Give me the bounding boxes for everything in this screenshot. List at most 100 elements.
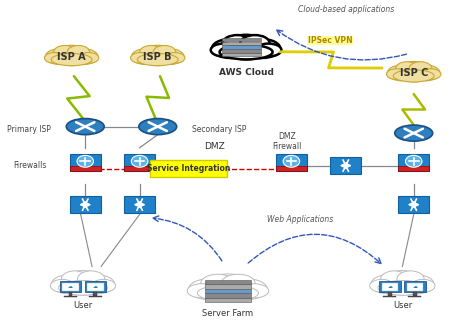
FancyBboxPatch shape bbox=[398, 166, 429, 171]
Ellipse shape bbox=[140, 46, 162, 59]
FancyBboxPatch shape bbox=[383, 296, 396, 297]
Ellipse shape bbox=[239, 284, 269, 298]
FancyBboxPatch shape bbox=[70, 166, 101, 171]
FancyBboxPatch shape bbox=[93, 293, 97, 297]
Ellipse shape bbox=[139, 118, 177, 134]
Ellipse shape bbox=[201, 274, 235, 293]
Ellipse shape bbox=[255, 44, 282, 56]
Ellipse shape bbox=[157, 49, 184, 65]
Text: Server Farm: Server Farm bbox=[202, 309, 254, 318]
Ellipse shape bbox=[393, 70, 434, 82]
FancyBboxPatch shape bbox=[124, 196, 155, 213]
FancyBboxPatch shape bbox=[205, 289, 251, 293]
Ellipse shape bbox=[54, 46, 76, 59]
Ellipse shape bbox=[411, 279, 435, 292]
Ellipse shape bbox=[131, 49, 159, 65]
Ellipse shape bbox=[58, 280, 108, 295]
Ellipse shape bbox=[386, 69, 407, 79]
Ellipse shape bbox=[387, 65, 415, 81]
Ellipse shape bbox=[378, 280, 427, 295]
Text: Primary ISP: Primary ISP bbox=[8, 125, 51, 134]
Circle shape bbox=[405, 155, 422, 167]
Text: DMZ
Firewall: DMZ Firewall bbox=[272, 132, 301, 151]
Ellipse shape bbox=[395, 125, 433, 141]
Ellipse shape bbox=[79, 52, 99, 63]
FancyBboxPatch shape bbox=[330, 157, 361, 174]
Text: Web Applications: Web Applications bbox=[267, 215, 334, 224]
FancyBboxPatch shape bbox=[379, 281, 401, 293]
Ellipse shape bbox=[153, 46, 176, 59]
FancyBboxPatch shape bbox=[69, 293, 73, 297]
FancyBboxPatch shape bbox=[408, 296, 421, 297]
Ellipse shape bbox=[381, 271, 408, 287]
Ellipse shape bbox=[227, 279, 267, 299]
FancyBboxPatch shape bbox=[222, 42, 261, 45]
FancyBboxPatch shape bbox=[382, 283, 398, 291]
FancyBboxPatch shape bbox=[205, 284, 251, 289]
Ellipse shape bbox=[52, 275, 84, 294]
FancyBboxPatch shape bbox=[222, 53, 261, 56]
Text: ISP C: ISP C bbox=[400, 68, 428, 78]
Ellipse shape bbox=[82, 275, 115, 294]
FancyBboxPatch shape bbox=[404, 281, 426, 293]
FancyBboxPatch shape bbox=[205, 280, 251, 284]
Ellipse shape bbox=[202, 274, 254, 301]
FancyBboxPatch shape bbox=[150, 160, 227, 177]
Ellipse shape bbox=[55, 45, 89, 66]
Text: ISP B: ISP B bbox=[144, 52, 172, 62]
Text: Service Integration: Service Integration bbox=[146, 164, 230, 174]
Circle shape bbox=[77, 155, 93, 167]
FancyBboxPatch shape bbox=[222, 49, 261, 52]
Text: DMZ: DMZ bbox=[204, 142, 225, 151]
Ellipse shape bbox=[409, 62, 432, 75]
Ellipse shape bbox=[371, 275, 403, 294]
FancyBboxPatch shape bbox=[205, 298, 251, 302]
Ellipse shape bbox=[396, 61, 431, 82]
Ellipse shape bbox=[45, 52, 64, 63]
Ellipse shape bbox=[91, 279, 116, 292]
FancyBboxPatch shape bbox=[205, 294, 251, 298]
Circle shape bbox=[131, 155, 148, 167]
Ellipse shape bbox=[46, 49, 73, 65]
FancyBboxPatch shape bbox=[276, 166, 307, 171]
Ellipse shape bbox=[71, 49, 98, 65]
FancyBboxPatch shape bbox=[398, 196, 429, 213]
Ellipse shape bbox=[165, 52, 185, 63]
FancyBboxPatch shape bbox=[60, 281, 82, 293]
Text: ☁: ☁ bbox=[387, 284, 392, 289]
Ellipse shape bbox=[78, 271, 105, 287]
Ellipse shape bbox=[189, 279, 229, 299]
FancyBboxPatch shape bbox=[124, 154, 155, 171]
Text: ☁: ☁ bbox=[68, 284, 73, 289]
FancyBboxPatch shape bbox=[124, 166, 155, 171]
FancyBboxPatch shape bbox=[222, 45, 261, 49]
FancyBboxPatch shape bbox=[70, 154, 101, 171]
Ellipse shape bbox=[61, 271, 89, 287]
Ellipse shape bbox=[240, 35, 270, 51]
Ellipse shape bbox=[221, 274, 255, 293]
Ellipse shape bbox=[224, 35, 268, 59]
Ellipse shape bbox=[130, 52, 150, 63]
Ellipse shape bbox=[212, 39, 247, 58]
Ellipse shape bbox=[51, 53, 92, 66]
FancyBboxPatch shape bbox=[388, 293, 392, 297]
FancyBboxPatch shape bbox=[276, 154, 307, 171]
Text: Firewalls: Firewalls bbox=[13, 161, 47, 170]
Ellipse shape bbox=[197, 285, 258, 301]
FancyBboxPatch shape bbox=[407, 283, 423, 291]
FancyBboxPatch shape bbox=[84, 281, 106, 293]
Ellipse shape bbox=[245, 39, 280, 58]
FancyBboxPatch shape bbox=[87, 283, 104, 291]
Ellipse shape bbox=[211, 44, 237, 56]
Ellipse shape bbox=[421, 69, 441, 79]
FancyBboxPatch shape bbox=[63, 283, 79, 291]
Ellipse shape bbox=[67, 46, 90, 59]
Ellipse shape bbox=[401, 275, 434, 294]
Ellipse shape bbox=[219, 45, 273, 59]
Ellipse shape bbox=[137, 53, 178, 66]
Text: Secondary ISP: Secondary ISP bbox=[191, 125, 246, 134]
Text: User: User bbox=[73, 301, 92, 310]
FancyBboxPatch shape bbox=[70, 196, 101, 213]
FancyBboxPatch shape bbox=[413, 293, 417, 297]
Text: IPSec VPN: IPSec VPN bbox=[308, 36, 352, 45]
